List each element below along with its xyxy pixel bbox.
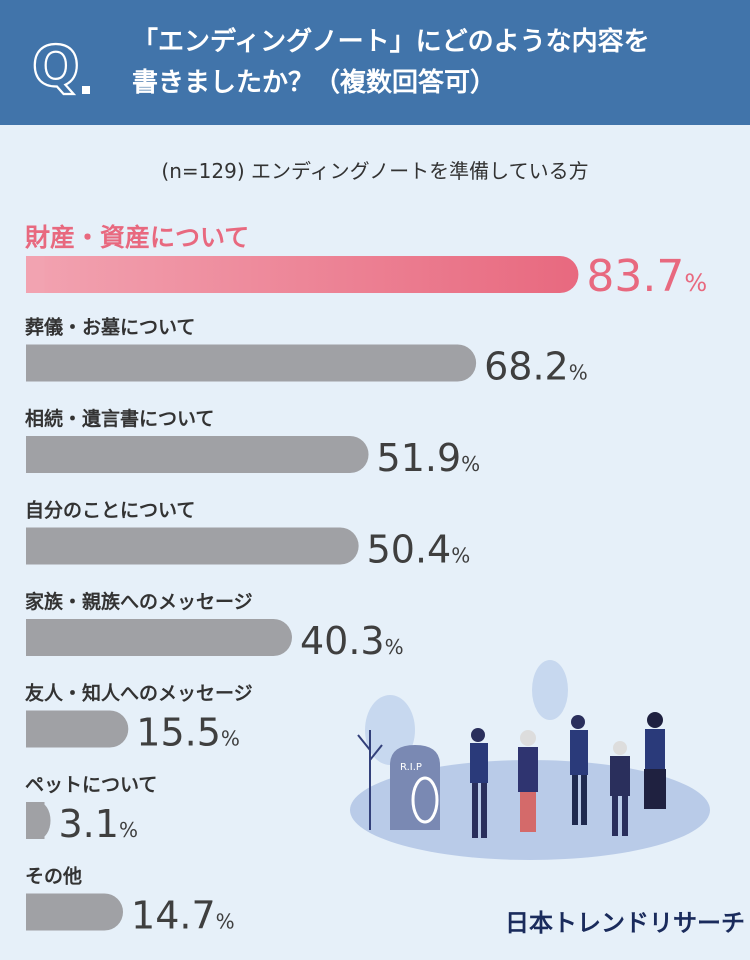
value-label: 14.7% (131, 894, 235, 938)
category-label: ペットについて (25, 774, 157, 796)
category-label: 相続・遺言書について (25, 407, 214, 430)
svg-text:R.I.P: R.I.P (400, 762, 422, 773)
value-label: 50.4% (367, 528, 471, 572)
bar (26, 893, 124, 931)
question-title-line1: 「エンディングノート」にどのような内容を (132, 27, 650, 57)
bar-left-edge (26, 802, 45, 839)
bar-left-edge (26, 619, 45, 656)
question-header: Q 「エンディングノート」にどのような内容を 書きましたか？（複数回答可） (0, 0, 750, 125)
funeral-illustration-icon: R.I.P (350, 660, 710, 860)
category-label: 友人・知人へのメッセージ (25, 682, 253, 705)
bar-left-edge (26, 710, 45, 748)
bar (26, 436, 369, 473)
bar-left-edge (26, 436, 45, 473)
q-badge-icon: Q (32, 34, 90, 98)
category-label: 自分のことについて (25, 499, 195, 522)
bar-left-edge (26, 344, 45, 382)
brand-logo: 日本トレンドリサーチ (505, 909, 745, 937)
bar (26, 619, 292, 656)
bar-left-edge (26, 256, 45, 293)
category-label: 財産・資産について (25, 223, 249, 252)
bar (26, 710, 129, 748)
bar (26, 527, 359, 565)
value-label: 40.3% (300, 619, 404, 663)
bar (26, 344, 477, 382)
bar-left-edge (26, 893, 45, 931)
sample-subtitle: (n=129) エンディングノートを準備している方 (161, 159, 589, 183)
category-label: 家族・親族へのメッセージ (25, 590, 253, 613)
category-label: その他 (25, 865, 82, 888)
value-label: 51.9% (377, 436, 481, 480)
svg-text:Q: Q (32, 35, 80, 98)
value-label: 15.5% (136, 711, 240, 755)
question-title-line2: 書きましたか？（複数回答可） (132, 68, 497, 98)
value-label: 3.1% (59, 802, 138, 846)
bar (26, 256, 579, 293)
question-title: 「エンディングノート」にどのような内容を 書きましたか？（複数回答可） (132, 22, 732, 104)
value-label: 68.2% (484, 345, 588, 389)
category-label: 葬儀・お墓について (25, 316, 195, 339)
value-label: 83.7% (586, 251, 707, 302)
bar-left-edge (26, 527, 45, 565)
